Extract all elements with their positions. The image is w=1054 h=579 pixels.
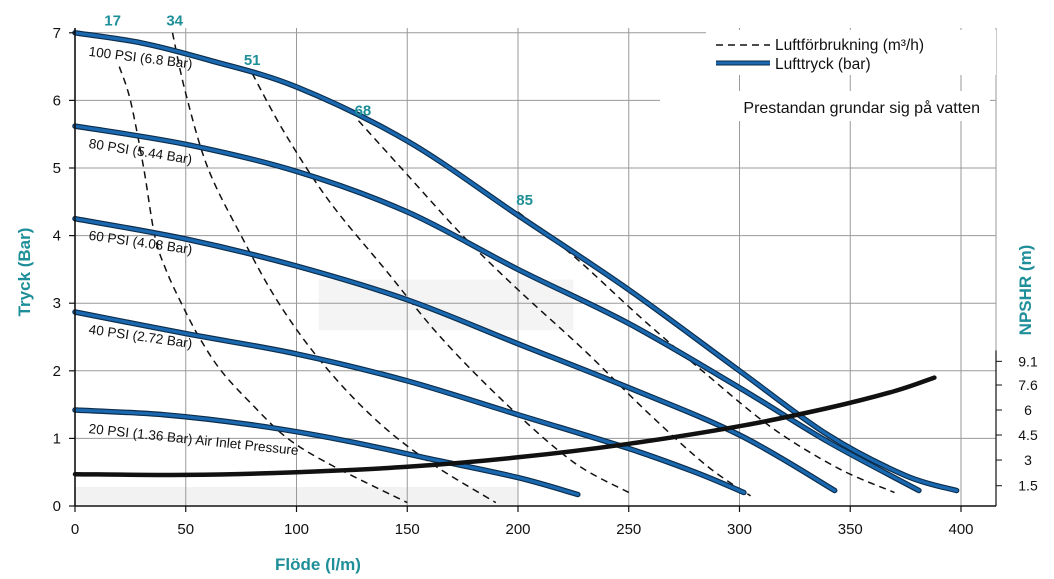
grid-lines: [75, 28, 997, 506]
pressure-line-0: [73, 31, 959, 493]
performance-note: Prestandan grundar sig på vatten: [743, 99, 980, 117]
x-tick-labels: 0 50 100 150 200 250 300 350 400: [71, 521, 974, 538]
air-consumption-line-17: [118, 66, 408, 504]
x-axis-title: Flöde (l/m): [275, 555, 361, 574]
y-tick-label: 2: [53, 363, 61, 380]
npshr-curve-group: [72, 375, 937, 478]
x-tick-label: 300: [727, 521, 752, 538]
air-consumption-label-51: 51: [244, 52, 261, 69]
legend-background: [706, 30, 996, 75]
y-tick-label: 1: [53, 430, 61, 447]
x-tick-label: 100: [284, 521, 309, 538]
air-consumption-labels: 17 34 51 68 85: [104, 12, 533, 209]
note-background: [660, 91, 990, 121]
x-tick-label: 400: [948, 521, 973, 538]
y-tick-label: 5: [53, 160, 61, 177]
y2-tick-label: 9.1: [1018, 353, 1038, 369]
x-tick-label: 350: [838, 521, 863, 538]
y-tick-label: 6: [53, 92, 61, 109]
pressure-line-1: [73, 124, 921, 493]
band-mid: [318, 279, 574, 331]
y2-tick-labels: 1.5 3 4.5 6 7.6 9.1: [996, 353, 1038, 494]
air-consumption-label-85: 85: [516, 192, 533, 209]
legend: Luftförbrukning (m³/h) Lufttryck (bar): [706, 30, 996, 75]
y2-tick-label: 3: [1024, 452, 1032, 468]
air-consumption-label-68: 68: [355, 102, 372, 119]
pressure-line-3: [73, 310, 746, 495]
air-consumption-label-34: 34: [166, 12, 183, 29]
pressure-line-4: [73, 408, 580, 497]
air-consumption-line-34: [171, 32, 497, 504]
legend-entry-air-consumption: Luftförbrukning (m³/h): [775, 37, 924, 54]
axes: [69, 28, 997, 512]
y2-tick-label: 1.5: [1018, 478, 1038, 494]
air-consumption-label-17: 17: [104, 12, 121, 29]
y2-tick-label: 4.5: [1018, 427, 1038, 443]
air-consumption-line-68: [357, 120, 752, 497]
y-tick-labels: 0 1 2 3 4 5 6 7: [53, 25, 61, 515]
legend-entry-air-pressure: Lufttryck (bar): [775, 56, 871, 73]
y2-tick-label: 7.6: [1018, 377, 1038, 393]
pressure-curve-labels: 100 PSI (6.8 Bar)80 PSI (5.44 Bar)60 PSI…: [88, 44, 299, 458]
y-tick-label: 7: [53, 25, 61, 42]
x-tick-label: 200: [505, 521, 530, 538]
pressure-curve-label: 100 PSI (6.8 Bar): [88, 44, 193, 72]
x-tick-label: 0: [71, 521, 79, 538]
npshr-curve: [72, 375, 937, 478]
x-tick-label: 50: [177, 521, 194, 538]
y-axis-title: Tryck (Bar): [15, 228, 34, 317]
x-tick-label: 250: [616, 521, 641, 538]
x-tick-label: 150: [395, 521, 420, 538]
y-tick-label: 3: [53, 295, 61, 312]
y2-axis-title: NPSHR (m): [1016, 245, 1035, 336]
y-tick-label: 4: [53, 228, 61, 245]
pressure-line-outline-4: [72, 407, 581, 498]
air-consumption-line-85: [517, 211, 895, 494]
y-tick-label: 0: [53, 498, 61, 515]
y2-tick-label: 6: [1024, 402, 1032, 418]
